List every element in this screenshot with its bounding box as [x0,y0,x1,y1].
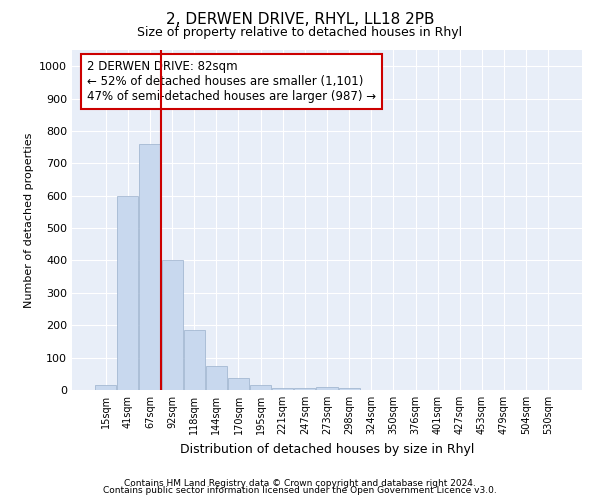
Bar [295,388,316,390]
Bar [338,388,359,390]
Bar [250,385,271,390]
Bar [161,260,182,390]
Bar [184,330,205,390]
Bar [95,385,116,390]
Bar [316,387,338,390]
Text: 2 DERWEN DRIVE: 82sqm
← 52% of detached houses are smaller (1,101)
47% of semi-d: 2 DERWEN DRIVE: 82sqm ← 52% of detached … [88,60,376,103]
Y-axis label: Number of detached properties: Number of detached properties [23,132,34,308]
Text: Size of property relative to detached houses in Rhyl: Size of property relative to detached ho… [137,26,463,39]
Bar [272,388,293,390]
Text: Contains public sector information licensed under the Open Government Licence v3: Contains public sector information licen… [103,486,497,495]
Bar [206,366,227,390]
X-axis label: Distribution of detached houses by size in Rhyl: Distribution of detached houses by size … [180,442,474,456]
Bar [228,378,249,390]
Text: 2, DERWEN DRIVE, RHYL, LL18 2PB: 2, DERWEN DRIVE, RHYL, LL18 2PB [166,12,434,28]
Bar [118,196,139,390]
Bar [139,144,160,390]
Text: Contains HM Land Registry data © Crown copyright and database right 2024.: Contains HM Land Registry data © Crown c… [124,478,476,488]
